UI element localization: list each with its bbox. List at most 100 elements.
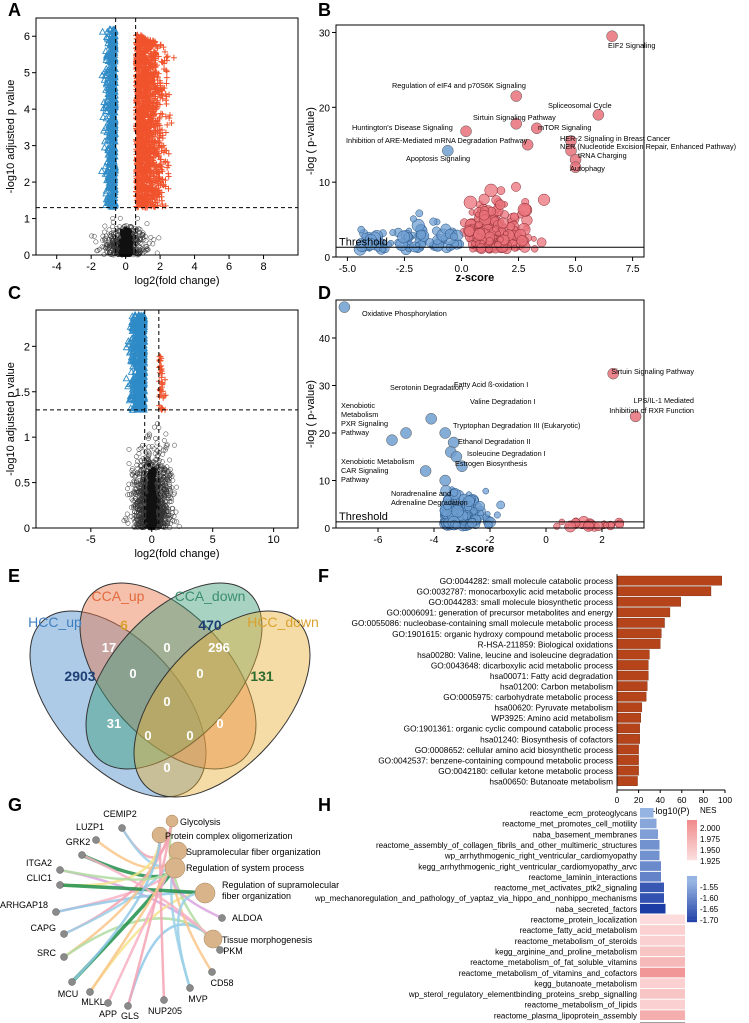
ns-point bbox=[146, 433, 152, 439]
up-point bbox=[160, 394, 167, 401]
up-point bbox=[139, 83, 146, 90]
up-point bbox=[151, 190, 158, 197]
ns-point bbox=[105, 239, 111, 245]
core-point bbox=[128, 242, 133, 247]
up-point bbox=[140, 140, 147, 147]
up-point bbox=[136, 98, 143, 105]
ns-point bbox=[167, 521, 173, 526]
up-point bbox=[162, 158, 169, 165]
ns-point bbox=[171, 513, 177, 519]
up-point bbox=[154, 175, 161, 182]
panel-letter-d: D bbox=[318, 283, 331, 303]
up-point bbox=[139, 135, 146, 142]
up-point bbox=[145, 175, 152, 182]
up-point bbox=[166, 115, 173, 122]
up-point bbox=[156, 101, 163, 108]
panel-letter-g: G bbox=[8, 795, 23, 815]
up-point bbox=[162, 90, 169, 97]
up-point bbox=[144, 165, 151, 172]
down-point bbox=[104, 57, 113, 65]
up-point bbox=[156, 114, 163, 121]
up-point bbox=[135, 200, 142, 207]
ns-point bbox=[112, 247, 118, 253]
up-point bbox=[147, 145, 154, 152]
ns-point bbox=[89, 233, 95, 239]
up-point bbox=[163, 101, 170, 108]
x-tick-label: 6 bbox=[226, 261, 232, 273]
up-point bbox=[153, 74, 160, 81]
core-point bbox=[124, 233, 129, 238]
up-point bbox=[151, 80, 158, 87]
up-point bbox=[147, 93, 154, 100]
up-point bbox=[154, 45, 161, 52]
up-point bbox=[164, 53, 171, 60]
up-point bbox=[148, 60, 155, 67]
ns-point bbox=[103, 238, 108, 244]
up-point bbox=[155, 137, 162, 144]
down-point bbox=[102, 70, 111, 78]
down-point bbox=[108, 124, 117, 131]
ns-point bbox=[134, 227, 140, 233]
up-point bbox=[165, 173, 172, 180]
down-point bbox=[109, 26, 117, 34]
y-tick-label: 0 bbox=[24, 250, 30, 262]
down-point bbox=[106, 40, 115, 47]
down-point bbox=[110, 173, 119, 181]
ns-point bbox=[146, 240, 152, 246]
up-point bbox=[140, 36, 147, 43]
up-point bbox=[142, 200, 149, 207]
ns-point bbox=[132, 231, 138, 237]
up-point bbox=[134, 128, 141, 135]
down-point bbox=[102, 114, 111, 122]
ns-point bbox=[107, 232, 113, 238]
y-tick-label: 5 bbox=[24, 68, 30, 80]
up-point bbox=[154, 88, 161, 95]
ns-point bbox=[172, 442, 177, 448]
up-point bbox=[162, 177, 169, 184]
down-point bbox=[108, 144, 116, 152]
up-point bbox=[157, 86, 164, 93]
ns-point bbox=[91, 233, 97, 239]
up-point bbox=[139, 160, 146, 167]
up-point bbox=[163, 67, 170, 74]
up-point bbox=[140, 146, 147, 153]
down-point bbox=[105, 64, 113, 72]
up-point bbox=[139, 170, 146, 177]
down-point bbox=[110, 187, 118, 195]
ns-point bbox=[156, 235, 162, 241]
down-point bbox=[103, 95, 111, 103]
core-point bbox=[128, 229, 133, 234]
ns-point bbox=[101, 252, 107, 257]
up-point bbox=[152, 38, 159, 45]
up-point bbox=[156, 170, 163, 177]
up-point bbox=[151, 123, 158, 130]
ns-point bbox=[153, 435, 158, 441]
ns-point bbox=[139, 231, 145, 237]
up-point bbox=[142, 89, 149, 96]
core-point bbox=[123, 227, 128, 232]
up-point bbox=[149, 139, 156, 146]
ns-point bbox=[103, 233, 109, 239]
down-point bbox=[128, 312, 137, 320]
ns-point bbox=[161, 438, 167, 443]
up-point bbox=[139, 108, 146, 115]
down-point bbox=[103, 107, 111, 115]
up-point bbox=[142, 75, 149, 82]
down-point bbox=[106, 72, 115, 79]
ns-point bbox=[172, 490, 178, 496]
core-point bbox=[129, 235, 134, 240]
ns-point bbox=[100, 237, 106, 243]
up-point bbox=[152, 199, 159, 206]
panel-letter-a: A bbox=[8, 0, 21, 20]
up-point bbox=[153, 148, 160, 155]
down-point bbox=[103, 176, 111, 184]
down-point bbox=[102, 46, 110, 54]
down-point bbox=[107, 172, 115, 180]
up-point bbox=[170, 54, 177, 61]
ns-point bbox=[136, 451, 142, 457]
ns-point bbox=[125, 486, 130, 492]
down-point bbox=[109, 135, 117, 143]
up-point bbox=[152, 69, 159, 76]
up-point bbox=[133, 35, 140, 42]
up-point bbox=[138, 57, 145, 64]
